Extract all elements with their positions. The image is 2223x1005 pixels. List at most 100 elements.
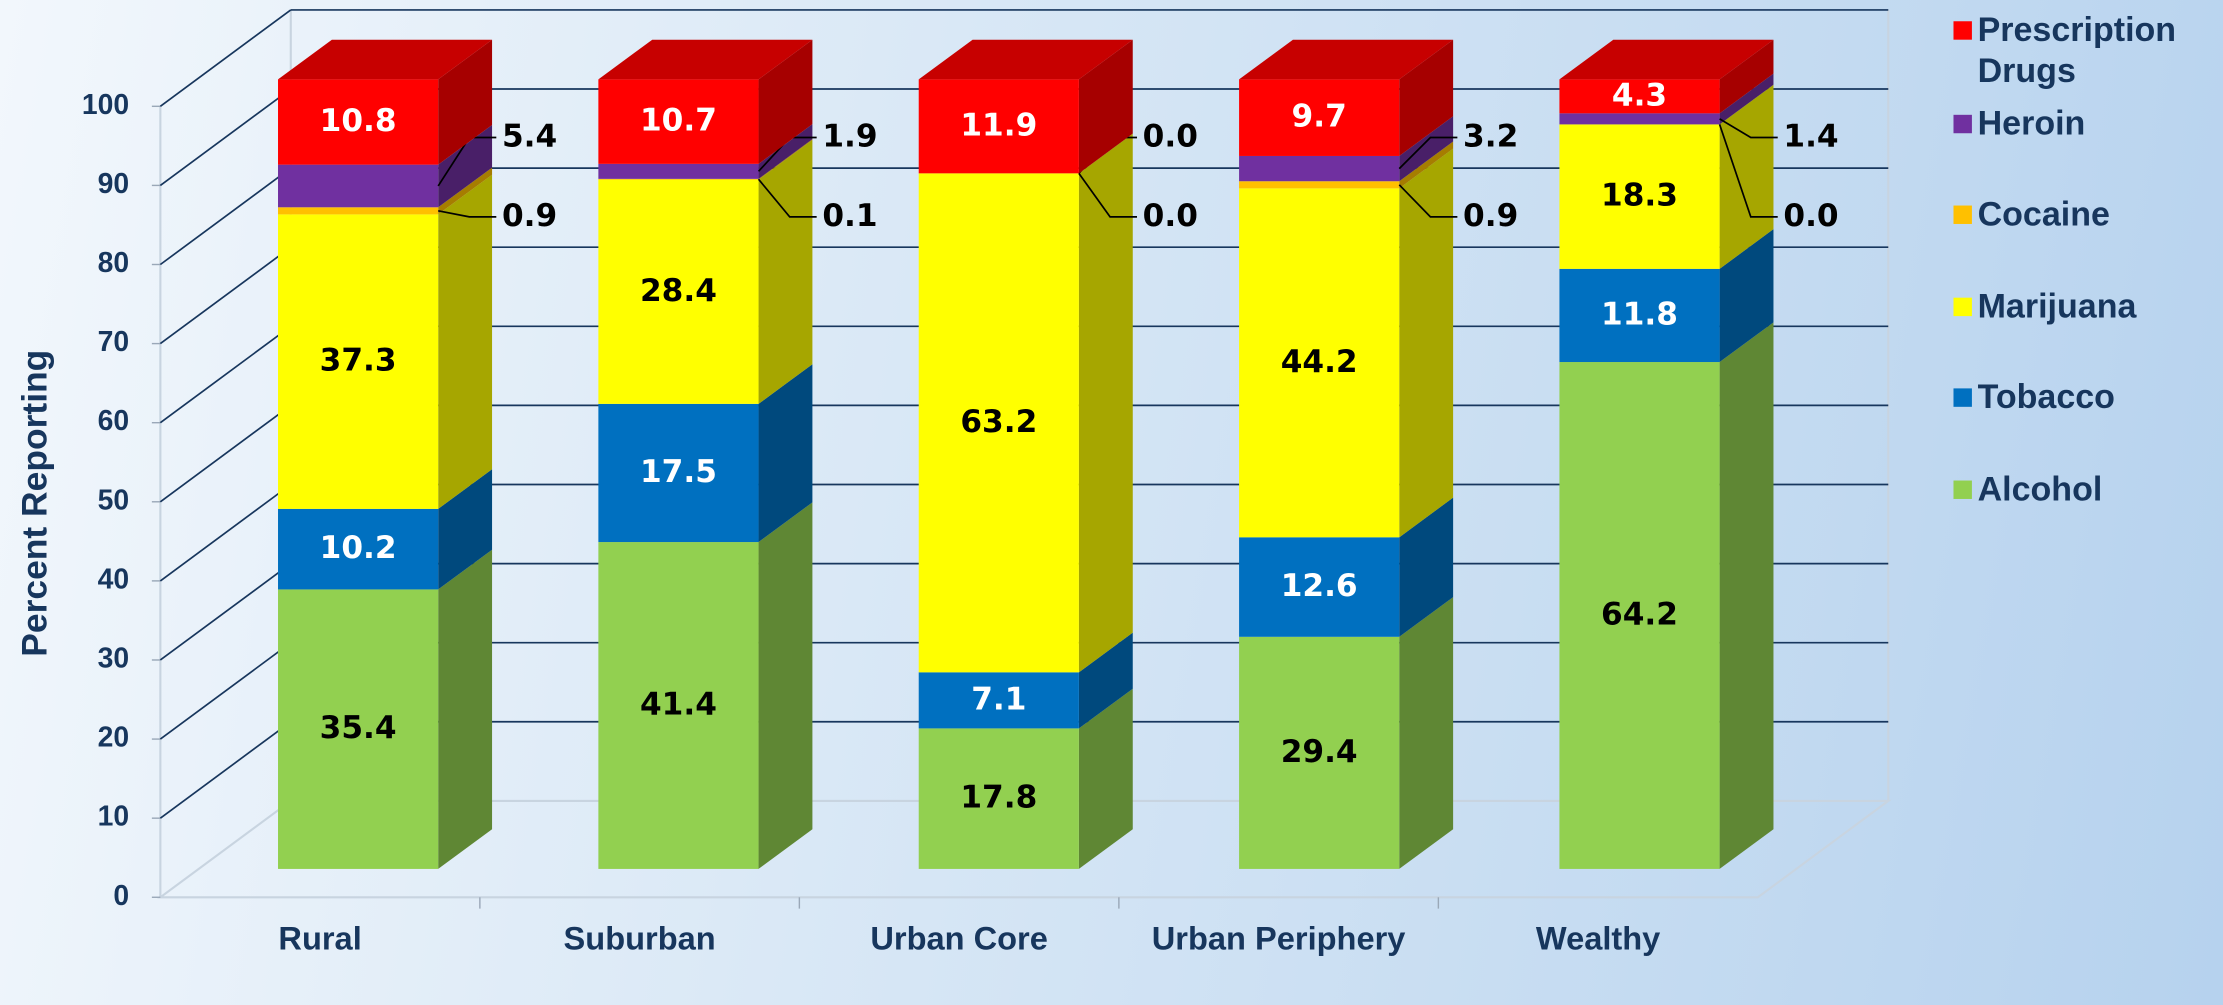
y-tick-label: 80 [98, 247, 130, 279]
data-label: 9.7 [1292, 99, 1347, 135]
bar-side [1399, 116, 1454, 182]
bar-top [278, 39, 493, 80]
bar-segment [278, 214, 439, 509]
legend-swatch [1953, 297, 1972, 317]
legend-label-box: Alcohol [1977, 470, 2103, 509]
data-label: 29.4 [1281, 734, 1358, 770]
y-tick-label: 30 [98, 642, 130, 674]
data-label: 10.2 [320, 530, 397, 566]
bar-side [758, 139, 813, 180]
data-label: 28.4 [640, 273, 717, 309]
bar-side [1078, 688, 1133, 869]
data-label: 11.8 [1601, 296, 1678, 332]
bar-segment [1239, 181, 1400, 189]
legend-label: Alcohol [1977, 470, 2103, 509]
bar-segment [1239, 155, 1400, 182]
bar-side [1399, 597, 1454, 869]
bar-top [1559, 39, 1774, 80]
y-axis-label: Percent Reporting [14, 350, 54, 657]
bar-side [1719, 39, 1774, 114]
data-label: 5.4 [502, 118, 557, 154]
x-tick-label-box: Wealthy [1535, 919, 1661, 957]
y-tick-label: 90 [98, 168, 130, 200]
data-label: 37.3 [320, 343, 397, 379]
data-label: 1.4 [1783, 118, 1838, 154]
leader-line [1718, 124, 1778, 218]
data-label: 63.2 [960, 404, 1037, 440]
bar-side [438, 469, 493, 590]
bar-segment [278, 508, 439, 590]
bar-segment [598, 403, 759, 543]
bar-segment [1239, 537, 1400, 637]
bar-side [1399, 39, 1454, 156]
x-tick-label: Urban Core [870, 919, 1048, 957]
x-tick-label-box: Suburban [563, 919, 716, 957]
x-tick-label: Suburban [563, 919, 716, 957]
y-tick-label: 40 [98, 563, 130, 595]
data-label: 0.1 [822, 198, 877, 234]
legend-label: Heroin [1977, 104, 2086, 144]
bar-side [438, 167, 493, 215]
data-label: 0.9 [1463, 198, 1518, 234]
bar-side [438, 174, 493, 509]
bar-side [438, 124, 493, 208]
data-label: 12.6 [1281, 568, 1358, 604]
bar-side [438, 549, 493, 869]
data-label: 64.2 [1601, 596, 1678, 632]
data-label: 1.9 [822, 118, 877, 154]
legend-swatch [1953, 114, 1972, 134]
legend-swatch [1953, 480, 1972, 499]
data-label: 18.3 [1601, 178, 1678, 214]
legend-label-box: Heroin [1977, 104, 2086, 144]
grid-line-side [159, 246, 292, 345]
bar-segment [278, 207, 439, 215]
data-label: 35.4 [320, 710, 397, 746]
y-tick-label: 100 [82, 89, 129, 121]
legend-label: Tobacco [1977, 378, 2115, 417]
x-tick-label: Wealthy [1535, 919, 1661, 957]
legend-swatch [1953, 21, 1972, 40]
legend-label: Cocaine [1977, 195, 2110, 234]
bar-segment [598, 79, 759, 164]
x-tick-label-box: Urban Periphery [1152, 920, 1406, 957]
data-label: 0.9 [502, 198, 557, 234]
data-label: 17.5 [640, 454, 717, 490]
bar-segment [1239, 636, 1400, 869]
bar-segment [278, 589, 439, 869]
leader-line [757, 178, 817, 218]
bar-segment [1559, 124, 1720, 269]
data-label: 0.0 [1783, 198, 1838, 234]
bar-side [1719, 73, 1774, 125]
bar-top [1239, 39, 1454, 80]
bar-segment [918, 173, 1079, 673]
bar-segment [918, 728, 1079, 869]
data-label: 41.4 [640, 686, 717, 722]
bar-side [1719, 322, 1774, 869]
y-tick-label: 50 [98, 484, 130, 516]
grid-line-side [159, 562, 292, 661]
leader-line [438, 210, 497, 218]
bar-side [758, 364, 813, 543]
legend-label-box: Marijuana [1978, 288, 2137, 326]
data-label: 44.2 [1281, 344, 1358, 380]
bar-segment [918, 79, 1079, 174]
bar-segment [278, 79, 439, 165]
bar-segment [918, 672, 1079, 729]
leader-line [1078, 172, 1138, 218]
bar-side [1719, 84, 1774, 269]
bar-side [1078, 39, 1133, 174]
legend-swatch [1953, 205, 1972, 224]
grid-line-side [159, 404, 292, 503]
bar-segment [598, 163, 759, 179]
bar-segment [1559, 362, 1720, 869]
x-tick-label: Rural [278, 919, 362, 957]
bar-side [1078, 133, 1133, 673]
bar-segment [598, 542, 759, 869]
data-label: 4.3 [1612, 77, 1667, 113]
y-tick-label: 20 [98, 722, 130, 754]
legend-label: Prescription Drugs [1977, 11, 2177, 91]
data-label: 10.7 [640, 103, 717, 139]
data-label: 0.0 [1143, 198, 1198, 234]
